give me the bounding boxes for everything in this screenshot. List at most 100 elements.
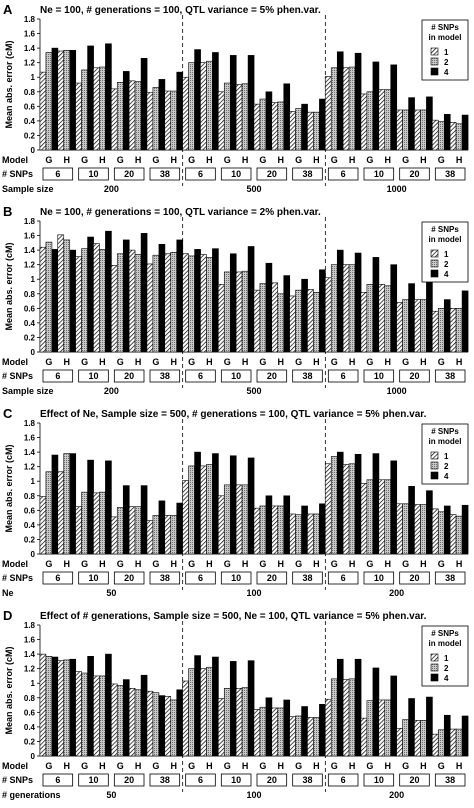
bar xyxy=(277,293,285,353)
bar xyxy=(437,729,445,757)
group-label: 200 xyxy=(104,386,119,396)
snp-box xyxy=(42,369,74,383)
bar xyxy=(455,308,463,353)
bar xyxy=(366,479,374,555)
bar xyxy=(93,67,100,151)
bar xyxy=(122,485,130,555)
snp-label: 6 xyxy=(55,169,60,179)
model-label: H xyxy=(420,155,427,165)
legend-entry: 1 xyxy=(444,654,449,663)
model-label: G xyxy=(224,761,231,771)
bar xyxy=(283,83,291,151)
model-label: H xyxy=(456,761,463,771)
bar xyxy=(93,243,100,353)
bar xyxy=(342,464,350,555)
panel-label: C xyxy=(3,406,13,421)
bar xyxy=(420,109,427,151)
model-label: G xyxy=(259,357,266,367)
bar xyxy=(194,655,201,757)
model-label: G xyxy=(188,357,195,367)
y-tick-label: 1.8 xyxy=(24,15,36,24)
model-label: G xyxy=(45,559,52,569)
legend-entry: 2 xyxy=(444,58,449,67)
bar xyxy=(319,98,326,151)
snp-box xyxy=(78,167,109,181)
snp-box xyxy=(185,571,216,585)
snp-box xyxy=(292,571,323,585)
bar xyxy=(301,278,308,353)
y-tick-label: 1.6 xyxy=(24,434,36,443)
bar xyxy=(330,678,338,757)
bar xyxy=(253,507,261,555)
bar xyxy=(128,506,136,555)
row-label-model: Model xyxy=(2,761,28,771)
bar xyxy=(182,480,189,555)
bar xyxy=(194,49,201,151)
bar xyxy=(295,289,302,353)
snp-box xyxy=(185,167,216,181)
bar xyxy=(414,504,421,555)
bar xyxy=(336,51,344,151)
y-tick-label: 0.2 xyxy=(24,535,36,544)
bar xyxy=(384,699,392,757)
model-label: H xyxy=(171,357,178,367)
y-tick-label: 1.6 xyxy=(24,30,36,39)
bar xyxy=(396,503,403,555)
legend-swatch xyxy=(430,57,439,66)
legend-box xyxy=(421,221,469,283)
y-axis-label: Mean abs. error (cM) xyxy=(4,444,14,532)
bar xyxy=(414,299,421,353)
bar xyxy=(247,55,255,151)
legend-entry: 2 xyxy=(444,462,449,471)
bar xyxy=(223,484,231,555)
group-label: 200 xyxy=(104,184,119,194)
bar xyxy=(461,290,469,353)
bar xyxy=(390,264,398,353)
bar xyxy=(259,706,267,757)
model-label: G xyxy=(366,155,373,165)
bar xyxy=(170,699,178,757)
bar xyxy=(378,284,386,353)
bar xyxy=(289,513,296,555)
model-label: G xyxy=(188,155,195,165)
y-tick-label: 0.8 xyxy=(24,492,36,501)
bar xyxy=(134,254,142,353)
row-label-snps: # SNPs xyxy=(2,169,33,179)
legend-swatch xyxy=(430,673,439,682)
model-label: G xyxy=(438,357,445,367)
bar xyxy=(128,249,136,353)
snp-label: 10 xyxy=(88,371,98,381)
model-label: G xyxy=(152,761,159,771)
snp-label: 20 xyxy=(267,371,277,381)
bar xyxy=(360,483,368,555)
legend-swatch xyxy=(430,67,439,76)
snp-label: 6 xyxy=(55,573,60,583)
bar xyxy=(241,83,249,151)
bar xyxy=(384,285,392,353)
bar xyxy=(360,93,368,151)
model-label: G xyxy=(438,155,445,165)
snp-box xyxy=(78,571,109,585)
bar xyxy=(378,89,386,151)
bar xyxy=(372,453,380,555)
group-label: 100 xyxy=(246,790,261,800)
y-tick-label: 1.4 xyxy=(24,44,36,53)
bar xyxy=(271,102,279,151)
model-label: G xyxy=(438,559,445,569)
snp-label: 38 xyxy=(160,573,170,583)
snp-label: 20 xyxy=(409,371,419,381)
snp-box xyxy=(363,167,395,181)
bar xyxy=(247,660,255,757)
bar xyxy=(402,299,409,353)
bar xyxy=(170,90,178,151)
bar xyxy=(319,269,326,353)
bar xyxy=(283,495,291,555)
bar xyxy=(212,656,219,757)
y-tick-label: 1.2 xyxy=(24,463,36,472)
bar xyxy=(229,253,237,353)
legend-swatch xyxy=(430,471,439,480)
legend-entry: 4 xyxy=(444,270,449,279)
snp-box xyxy=(185,773,216,787)
bar xyxy=(330,456,338,555)
